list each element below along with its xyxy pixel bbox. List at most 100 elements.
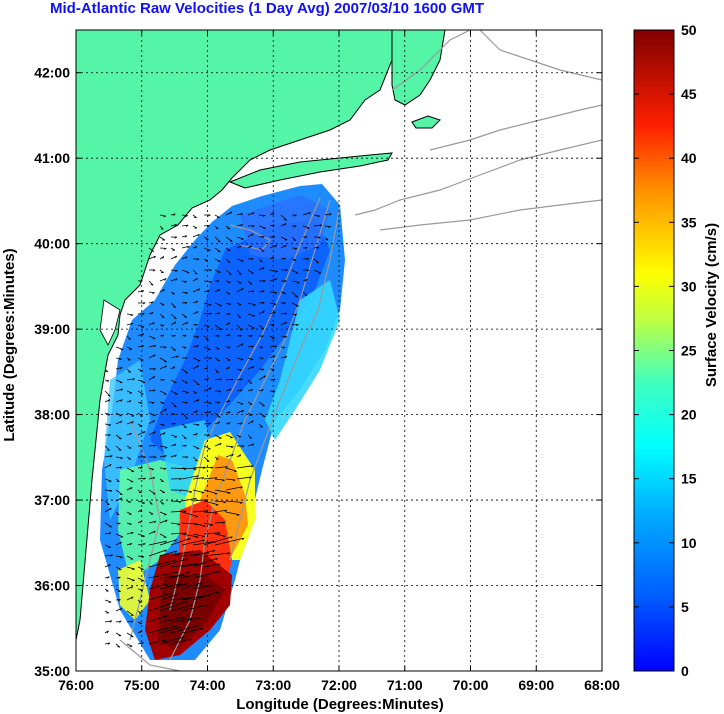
x-axis-ticks: 76:00 75:00 74:00 73:00 72:00 71:00 70:00 69:00… [58, 30, 620, 693]
velocity-vector [214, 500, 227, 503]
velocity-vector [192, 399, 200, 403]
velocity-vector-head [179, 478, 182, 481]
velocity-vector-head [194, 272, 198, 275]
velocity-vector-head [185, 256, 188, 259]
velocity-vector [181, 368, 188, 374]
velocity-vector [181, 224, 189, 227]
velocity-vector-head [196, 572, 200, 576]
velocity-vector-head [149, 503, 153, 505]
velocity-vector [126, 542, 132, 546]
velocity-vector-head [274, 292, 278, 294]
velocity-vector-head [152, 322, 155, 325]
velocity-vector [115, 489, 123, 495]
velocity-vector [225, 211, 233, 216]
velocity-vector-head [253, 304, 256, 306]
velocity-vector-head [163, 468, 167, 470]
velocity-vector-head [196, 345, 199, 348]
velocity-vector [181, 412, 188, 419]
velocity-vector [236, 389, 243, 392]
velocity-vector [148, 560, 176, 568]
velocity-vector-head [131, 531, 134, 535]
velocity-vector [170, 583, 187, 590]
velocity-vector [115, 607, 123, 612]
velocity-vector [291, 324, 299, 326]
velocity-vector [181, 604, 208, 612]
velocity-vector-head [162, 424, 165, 427]
velocity-vector [170, 638, 192, 645]
velocity-vector [148, 280, 154, 286]
velocity-vector-head [249, 476, 252, 479]
velocity-vector-head [173, 306, 176, 308]
velocity-vector-head [209, 402, 212, 405]
velocity-vector-head [130, 322, 134, 326]
velocity-vector [126, 566, 135, 570]
velocity-vector-head [240, 359, 244, 361]
velocity-vector-head [283, 302, 286, 305]
velocity-vector [258, 375, 266, 381]
velocity-vector-head [153, 530, 156, 534]
velocity-vector [126, 596, 134, 601]
velocity-vector [214, 521, 226, 524]
y-tick-label: 41:00 [34, 150, 70, 166]
velocity-vector [313, 224, 322, 227]
colorbar-tick-label: 20 [681, 407, 697, 423]
velocity-vector [115, 588, 121, 592]
velocity-vector [115, 357, 122, 360]
velocity-vector-head [252, 366, 255, 369]
velocity-vector [214, 288, 220, 293]
velocity-vector-head [252, 315, 256, 317]
velocity-vector-head [222, 521, 226, 524]
velocity-vector [236, 422, 243, 425]
velocity-vector-head [107, 395, 111, 397]
velocity-vector [269, 335, 275, 340]
velocity-vector-head [164, 346, 167, 349]
nantucket [411, 115, 441, 129]
velocity-vector-head [284, 223, 287, 226]
velocity-vector [126, 555, 134, 560]
velocity-vector [203, 445, 211, 450]
velocity-vector [181, 235, 187, 238]
velocity-vector [170, 390, 178, 395]
velocity-vector-head [261, 368, 265, 371]
velocity-vector [203, 422, 212, 425]
velocity-vector [115, 643, 121, 648]
velocity-vector [170, 434, 178, 438]
velocity-vector-head [209, 281, 212, 284]
velocity-vector-head [161, 402, 165, 405]
velocity-vector-head [230, 446, 234, 449]
velocity-vector-head [209, 387, 212, 390]
velocity-vector-head [214, 493, 218, 495]
velocity-vector [181, 522, 198, 525]
velocity-vector-head [209, 312, 212, 315]
velocity-vector [159, 583, 182, 590]
velocity-vector [159, 445, 168, 448]
velocity-vector-head [120, 420, 123, 424]
velocity-vector [148, 335, 156, 339]
velocity-vector [214, 324, 222, 330]
velocity-vector [104, 564, 111, 568]
velocity-vector-head [120, 556, 123, 559]
velocity-vector [159, 550, 177, 557]
velocity-vector [247, 345, 254, 348]
velocity-vector-head [109, 490, 113, 492]
velocity-vector-head [185, 402, 188, 404]
velocity-vector [225, 445, 234, 448]
velocity-vector [214, 442, 222, 447]
velocity-vector-head [161, 324, 165, 327]
velocity-vector [159, 432, 166, 436]
velocity-vector [203, 335, 209, 341]
velocity-vector-head [163, 247, 167, 250]
colorbar-tick-label: 0 [681, 663, 689, 679]
velocity-vector [170, 224, 177, 227]
velocity-vector-head [296, 282, 300, 284]
velocity-field-cyan-band [265, 280, 340, 440]
velocity-vector-head [196, 258, 200, 261]
velocity-vector-head [181, 636, 184, 640]
velocity-vector-head [305, 279, 308, 282]
velocity-vector-head [139, 402, 143, 405]
x-tick-label: 70:00 [453, 677, 489, 693]
velocity-vector [181, 313, 187, 318]
velocity-vector [104, 544, 112, 548]
velocity-vector [137, 345, 144, 348]
velocity-vector [148, 614, 168, 623]
